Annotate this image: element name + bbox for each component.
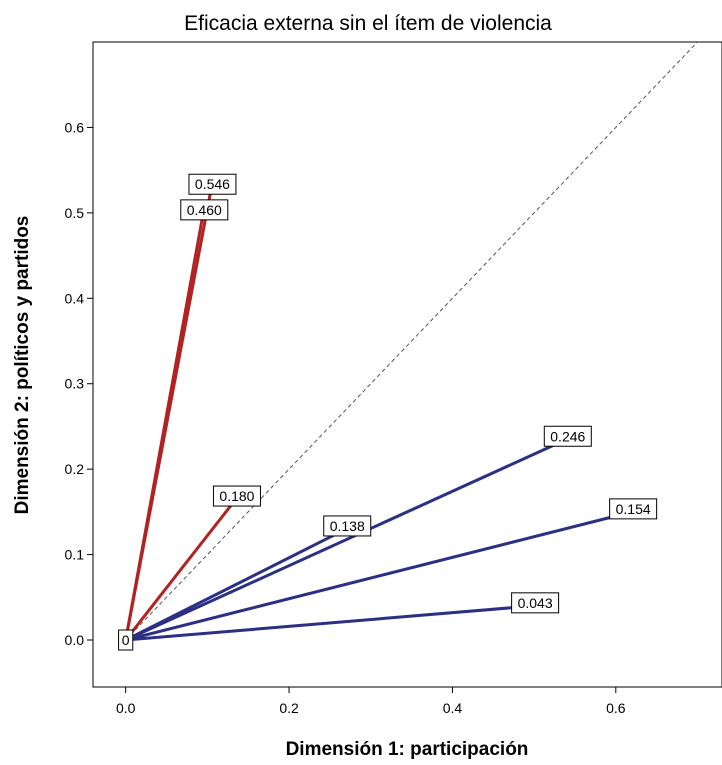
y-tick-label-3: 0.3 [65,376,85,392]
y-tick-label-1: 0.1 [65,547,85,563]
origin-label-box [118,629,134,651]
x-tick-label-3: 0.6 [606,700,626,716]
data-label-4-text: 0.138 [330,518,365,534]
data-labels: 0.546 0.460 0.180 0.246 0.138 0.154 0.043 0 [118,173,658,651]
data-label-6-box [511,592,560,614]
y-tick-label-0: 0.0 [65,632,85,648]
origin-label: 0 [118,629,134,651]
data-label-6-text: 0.043 [518,595,553,611]
data-label-4: 0.138 [323,515,372,537]
x-tick-label-1: 0.2 [279,700,299,716]
series-line-6 [125,604,535,642]
data-label-0-box [188,173,237,195]
data-label-0: 0.546 [188,173,237,195]
series-line-1 [124,212,205,641]
reference-line-group [125,42,699,641]
data-label-2: 0.180 [212,485,261,507]
series-line-3 [125,437,568,642]
data-label-4-box [323,515,372,537]
series-line-4 [125,527,347,642]
y-tick-label-4: 0.4 [65,290,85,306]
data-label-3: 0.246 [543,425,592,447]
series-line-2 [124,498,238,641]
chart-title: Eficacia externa sin el ítem de violenci… [184,12,552,35]
data-label-0-text: 0.546 [195,176,230,192]
data-label-1: 0.460 [180,199,229,221]
data-label-6: 0.043 [511,592,560,614]
x-axis-title: Dimensión 1: participación [286,739,529,760]
series-group [124,186,633,642]
y-axis-title: Dimensión 2: políticos y partidos [12,216,33,515]
y-tick-label-5: 0.5 [65,205,85,221]
diagonal-reference-line [125,42,699,641]
data-label-2-text: 0.180 [219,488,254,504]
data-label-1-box [180,199,229,221]
y-tick-label-6: 0.6 [65,119,85,135]
data-label-3-text: 0.246 [550,428,585,444]
x-tick-label-2: 0.4 [443,700,463,716]
data-label-5: 0.154 [609,498,658,520]
y-axis: 0.0 0.1 0.2 0.3 0.4 0.5 0.6 [65,119,93,648]
data-label-3-box [543,425,592,447]
data-label-1-text: 0.460 [187,202,222,218]
data-label-5-box [609,498,658,520]
x-tick-label-0: 0.0 [116,700,136,716]
plot-area [92,41,722,688]
x-axis: 0.0 0.2 0.4 0.6 [116,687,626,716]
data-label-5-text: 0.154 [616,501,651,517]
y-tick-label-2: 0.2 [65,461,85,477]
series-line-5 [125,510,633,642]
origin-label-text: 0 [122,632,130,648]
data-label-2-box [212,485,261,507]
